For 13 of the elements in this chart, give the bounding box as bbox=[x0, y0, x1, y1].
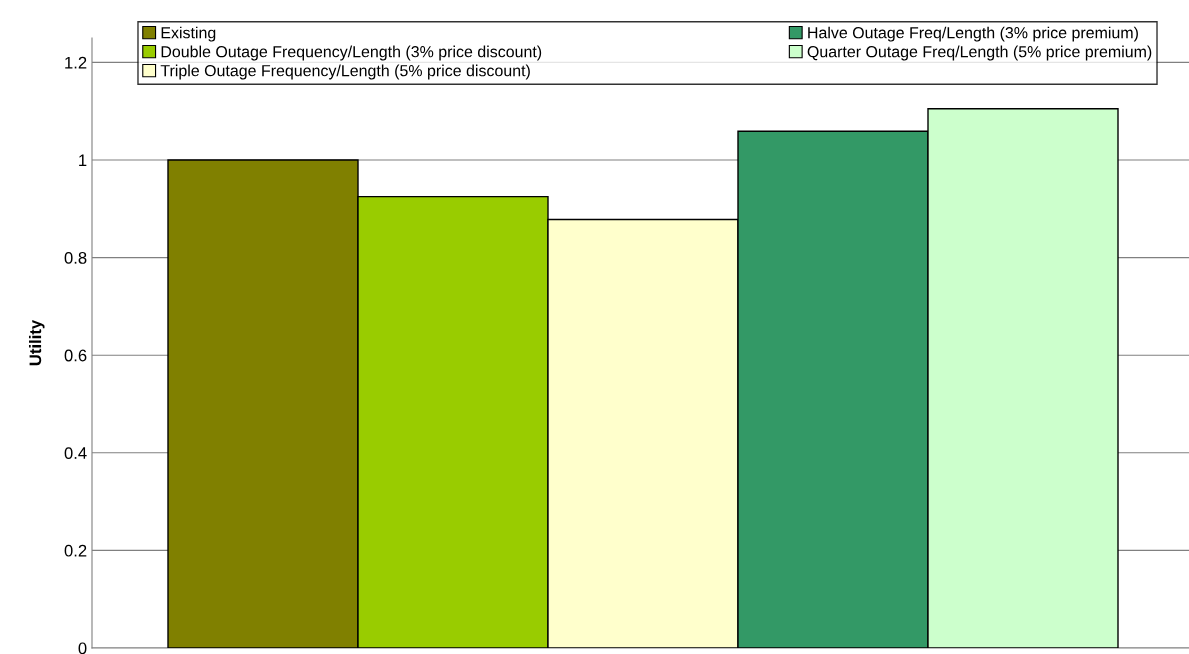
y-tick-label: 0.6 bbox=[64, 349, 87, 362]
y-tick-label: 0 bbox=[78, 642, 87, 654]
legend-label: Halve Outage Freq/Length (3% price premium) bbox=[808, 26, 1138, 42]
y-tick-label: 1.2 bbox=[65, 56, 87, 69]
y-tick-label: 0.2 bbox=[64, 544, 87, 557]
y-axis-title: Utility bbox=[28, 319, 45, 366]
y-tick-label: 0.8 bbox=[64, 252, 87, 264]
legend-label: Existing bbox=[161, 26, 216, 42]
legend-label: Triple Outage Frequency/Length (5% price discount) bbox=[160, 64, 530, 80]
y-tick-label: 1 bbox=[79, 154, 87, 167]
y-tick-label: 0.4 bbox=[64, 447, 87, 459]
legend-label: Quarter Outage Freq/Length (5% price premium) bbox=[807, 45, 1152, 61]
legend-label: Double Outage Frequency/Length (3% price discount) bbox=[161, 45, 542, 61]
